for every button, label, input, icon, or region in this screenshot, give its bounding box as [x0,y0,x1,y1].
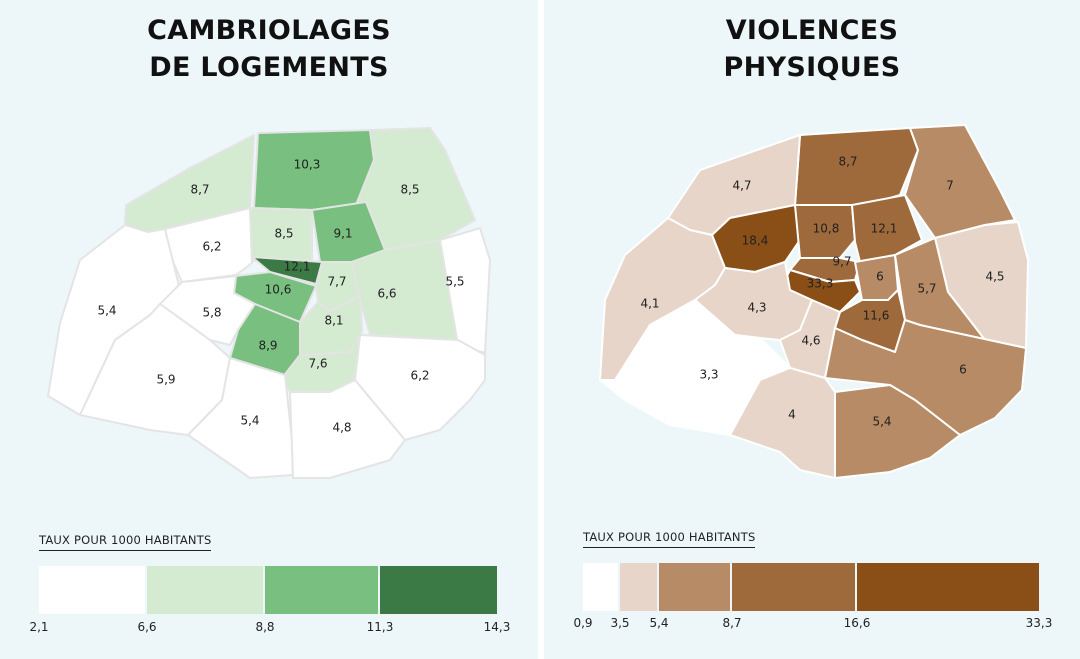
violence-legend-tick-3: 5,4 [649,616,669,630]
violence-legend-tick-4: 8,7 [722,616,742,630]
violence-district-5 [794,204,856,259]
violence-district-label-11: 5,7 [917,282,936,296]
violence-district-label-14: 11,6 [863,309,890,323]
violence-legend-tick-5: 16,6 [843,616,871,630]
burglary-panel: CAMBRIOLAGES DE LOGEMENTS 10,3 8,7 8,5 6,2 8… [0,0,538,659]
burglary-legend-tick-2: 6,6 [137,620,157,634]
burglary-district-label-5: 8,5 [274,227,293,241]
violence-district-label-9: 33,3 [807,277,834,291]
burglary-legend-tick-5: 14,3 [483,620,511,634]
burglary-district-label-16: 7,6 [308,357,327,371]
burglary-district-label-8: 10,6 [265,283,292,297]
burglary-district-label-1: 10,3 [294,158,321,172]
burglary-district-label-7: 12,1 [284,260,311,274]
violence-district-label-4: 18,4 [742,234,769,248]
burglary-choropleth-map: 10,3 8,7 8,5 6,2 8,5 9,1 12,1 10,6 7,7 6,6 5,5 5,4 5… [47,127,491,479]
violence-choropleth-map: 8,7 4,7 7 18,4 10,8 12,1 4,5 9,7 33,3 6 5,7 4,1 4,3 1… [599,124,1029,479]
burglary-district-label-13: 5,8 [202,306,221,320]
burglary-title-line1: CAMBRIOLAGES [147,15,391,46]
burglary-legend-swatch-3 [265,566,378,614]
violence-district-label-5: 10,8 [813,222,840,236]
violence-panel: VIOLENCES PHYSIQUES 8,7 4,7 7 18,4 10,8 12,1 4… [544,0,1080,659]
violence-district-label-12: 4,1 [640,297,659,311]
violence-legend-tick-2: 3,5 [610,616,630,630]
violence-title: VIOLENCES PHYSIQUES [544,12,1080,86]
burglary-legend-swatch-2 [147,566,263,614]
burglary-district-label-15: 8,9 [258,339,277,353]
violence-district-label-6: 12,1 [871,222,898,236]
violence-legend-tick-1: 0,9 [573,616,593,630]
violence-district-label-16: 3,3 [699,368,718,382]
violence-district-label-7: 4,5 [985,270,1004,284]
violence-district-label-19: 5,4 [872,415,891,429]
violence-district-16 [599,299,791,436]
burglary-legend-swatch-4 [380,566,497,614]
burglary-district-5 [249,207,313,262]
burglary-legend-title: TAUX POUR 1000 HABITANTS [39,533,212,551]
burglary-district-label-11: 5,5 [445,275,464,289]
burglary-district-label-19: 5,4 [240,414,259,428]
burglary-district-label-17: 6,2 [410,369,429,383]
burglary-legend-tick-3: 8,8 [255,620,275,634]
burglary-title-line2: DE LOGEMENTS [149,52,389,83]
violence-legend-title: TAUX POUR 1000 HABITANTS [583,530,756,548]
burglary-legend-tick-1: 2,1 [29,620,49,634]
violence-district-label-8: 9,7 [832,255,851,269]
violence-legend-tick-6: 33,3 [1025,616,1053,630]
violence-district-label-2: 4,7 [732,179,751,193]
burglary-district-label-14: 8,1 [324,314,343,328]
burglary-district-label-18: 5,9 [156,373,175,387]
burglary-legend-swatch-1 [39,566,145,614]
burglary-title: CAMBRIOLAGES DE LOGEMENTS [0,12,538,86]
violence-district-19 [834,384,961,479]
burglary-legend-bar [39,566,497,614]
violence-legend-bar [583,563,1039,611]
burglary-district-label-12: 5,4 [97,304,116,318]
violence-district-label-18: 4 [788,408,796,422]
burglary-district-label-9: 7,7 [327,275,346,289]
violence-district-label-3: 7 [946,179,954,193]
burglary-district-label-3: 8,5 [400,183,419,197]
violence-title-line1: VIOLENCES [725,15,899,46]
burglary-district-label-4: 6,2 [202,240,221,254]
violence-legend-swatch-5 [857,563,1039,611]
violence-legend-swatch-3 [659,563,730,611]
violence-district-label-10: 6 [876,270,884,284]
burglary-district-11 [439,227,491,354]
burglary-district-20 [289,379,406,479]
violence-district-3 [904,124,1016,239]
violence-district-label-17: 6 [959,363,967,377]
violence-district-label-13: 4,3 [747,301,766,315]
violence-legend-swatch-2 [620,563,657,611]
violence-district-label-1: 8,7 [838,155,857,169]
burglary-district-label-10: 6,6 [377,287,396,301]
burglary-legend-tick-4: 11,3 [366,620,394,634]
violence-legend-swatch-4 [732,563,855,611]
violence-legend-swatch-1 [583,563,618,611]
violence-district-label-15: 4,6 [801,334,820,348]
violence-title-line2: PHYSIQUES [723,52,901,83]
burglary-district-label-20: 4,8 [332,421,351,435]
burglary-district-label-2: 8,7 [190,183,209,197]
burglary-district-label-6: 9,1 [333,227,352,241]
